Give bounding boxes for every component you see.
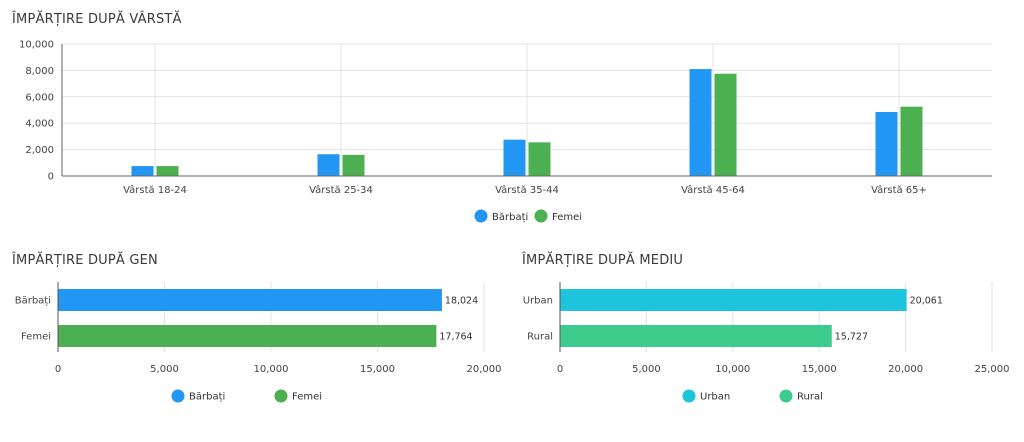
- age-bar-femei: [714, 73, 737, 176]
- age-y-tick-label: 10,000: [19, 40, 54, 51]
- legend-label: Femei: [292, 392, 322, 403]
- environment-data-label: 20,061: [910, 296, 943, 307]
- legend-label: Femei: [552, 212, 582, 223]
- environment-legend-item-urban[interactable]: Urban: [682, 389, 731, 403]
- legend-marker-icon: [682, 389, 696, 403]
- age-bar-barbati: [317, 154, 340, 176]
- gender-y-tick-label: Bărbați: [15, 296, 51, 307]
- environment-x-tick-label: 20,000: [888, 364, 923, 375]
- environment-x-tick-label: 10,000: [715, 364, 750, 375]
- legend-label: Bărbați: [189, 392, 225, 403]
- gender-x-tick-label: 20,000: [467, 364, 502, 375]
- legend-marker-icon: [274, 389, 288, 403]
- gender-data-label: 17,764: [439, 332, 472, 343]
- environment-y-tick-label: Rural: [527, 332, 553, 343]
- gender-x-tick-label: 0: [55, 364, 61, 375]
- gender-legend-item-brbai[interactable]: Bărbați: [171, 389, 226, 403]
- gender-bar-femei: [58, 325, 437, 347]
- legend-marker-icon: [474, 209, 488, 223]
- age-bar-barbati: [131, 166, 154, 176]
- environment-x-tick-label: 0: [557, 364, 563, 375]
- age-x-tick-label: Vârstă 25-34: [309, 184, 373, 196]
- legend-marker-icon: [534, 209, 548, 223]
- age-x-tick-label: Vârstă 18-24: [123, 184, 187, 196]
- age-bar-barbati: [689, 69, 712, 176]
- gender-x-tick-label: 15,000: [360, 364, 395, 375]
- age-bar-femei: [156, 166, 179, 176]
- age-x-tick-label: Vârstă 45-64: [681, 184, 745, 196]
- gender-legend-item-femei[interactable]: Femei: [274, 389, 323, 403]
- environment-bar-urban: [560, 289, 907, 311]
- age-y-tick-label: 0: [48, 172, 54, 183]
- age-bar-femei: [342, 154, 365, 176]
- gender-y-tick-label: Femei: [21, 332, 51, 343]
- legend-label: Rural: [797, 392, 823, 403]
- gender-x-tick-label: 10,000: [254, 364, 289, 375]
- age-bar-barbati: [875, 111, 898, 176]
- age-bar-femei: [900, 106, 923, 176]
- age-x-tick-label: Vârstă 65+: [871, 184, 927, 196]
- age-y-tick-label: 4,000: [25, 119, 54, 130]
- environment-legend-item-rural[interactable]: Rural: [779, 389, 823, 403]
- legend-label: Bărbați: [492, 212, 528, 223]
- gender-x-tick-label: 5,000: [150, 364, 179, 375]
- age-y-tick-label: 6,000: [25, 92, 54, 103]
- legend-marker-icon: [171, 389, 185, 403]
- age-x-tick-label: Vârstă 35-44: [495, 184, 559, 196]
- environment-x-tick-label: 15,000: [802, 364, 837, 375]
- age-y-tick-label: 2,000: [25, 145, 54, 156]
- legend-label: Urban: [700, 392, 730, 403]
- age-legend-item-femei[interactable]: Femei: [534, 209, 583, 224]
- legend-marker-icon: [779, 389, 793, 403]
- environment-x-tick-label: 5,000: [632, 364, 661, 375]
- age-chart-title: ÎMPĂRȚIRE DUPĂ VÂRSTĂ: [12, 12, 182, 27]
- environment-y-tick-label: Urban: [523, 296, 553, 307]
- environment-bar-rural: [560, 325, 832, 347]
- age-bar-femei: [528, 142, 551, 176]
- age-y-tick-label: 8,000: [25, 66, 54, 77]
- gender-bar-brbai: [58, 289, 442, 311]
- gender-data-label: 18,024: [445, 296, 478, 307]
- environment-x-tick-label: 25,000: [975, 364, 1010, 375]
- environment-chart-title: ÎMPĂRȚIRE DUPĂ MEDIU: [522, 253, 684, 268]
- age-bar-barbati: [503, 139, 526, 176]
- age-legend-item-barbati[interactable]: Bărbați: [474, 209, 529, 224]
- gender-chart-title: ÎMPĂRȚIRE DUPĂ GEN: [12, 253, 158, 268]
- environment-data-label: 15,727: [835, 332, 868, 343]
